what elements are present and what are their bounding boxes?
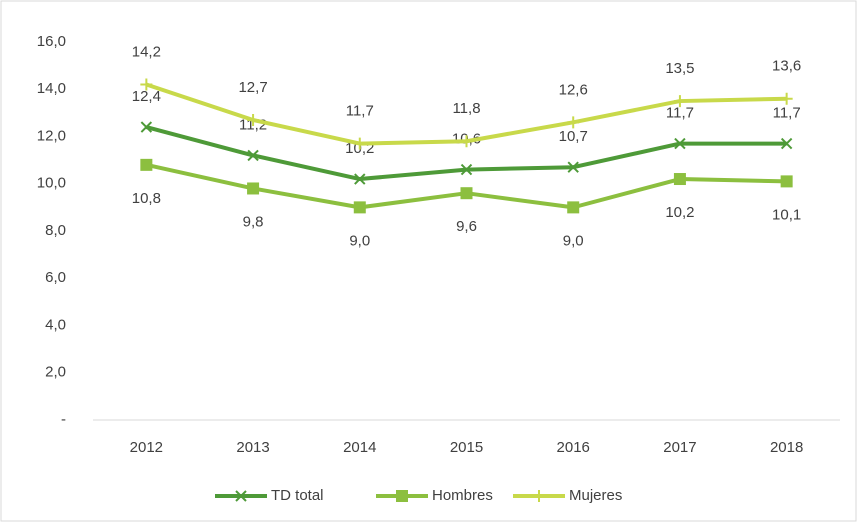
data-label: 11,8 [452, 100, 480, 117]
data-label: 13,6 [772, 58, 801, 75]
marker [567, 161, 579, 173]
marker [140, 121, 153, 133]
marker [567, 201, 580, 214]
x-tick-label: 2012 [130, 439, 163, 456]
x-tick-label: 2017 [663, 439, 696, 456]
x-tick-label: 2018 [770, 439, 803, 456]
legend-label: Hombres [432, 487, 493, 504]
x-tick-label: 2015 [450, 439, 483, 456]
data-label: 13,5 [665, 60, 694, 77]
y-tick-label: 16,0 [37, 33, 66, 50]
data-label: 10,8 [132, 190, 161, 207]
y-tick-label: 14,0 [37, 80, 66, 97]
data-label: 11,7 [666, 105, 694, 122]
data-label: 9,8 [243, 213, 264, 230]
data-label: 11,7 [773, 105, 801, 122]
marker [780, 137, 793, 150]
marker [533, 490, 545, 502]
data-label: 14,2 [132, 43, 161, 60]
marker [460, 187, 473, 200]
marker [567, 116, 580, 129]
marker [353, 137, 366, 150]
marker [780, 175, 793, 188]
data-label: 10,7 [559, 128, 588, 145]
data-label: 11,7 [346, 103, 374, 120]
marker [353, 201, 366, 214]
data-label: 10,2 [665, 204, 694, 221]
y-tick-label: - [61, 411, 66, 428]
x-tick-label: 2016 [557, 439, 590, 456]
marker [247, 182, 260, 195]
marker [674, 137, 686, 150]
data-label: 9,0 [349, 232, 370, 249]
marker [235, 490, 247, 502]
data-label: 10,1 [772, 206, 801, 223]
marker [140, 78, 153, 91]
marker [460, 135, 473, 148]
y-tick-label: 6,0 [45, 269, 66, 286]
y-tick-label: 2,0 [45, 364, 66, 381]
x-tick-label: 2014 [343, 439, 376, 456]
y-tick-label: 4,0 [45, 316, 66, 333]
y-tick-label: 8,0 [45, 222, 66, 239]
y-tick-label: 10,0 [37, 175, 66, 192]
data-label: 12,6 [559, 81, 588, 98]
y-tick-label: 12,0 [37, 127, 66, 144]
legend-label: TD total [271, 487, 324, 504]
data-label: 12,7 [238, 79, 267, 96]
marker [354, 173, 366, 185]
data-label: 9,6 [456, 218, 477, 235]
marker [460, 163, 473, 176]
marker [140, 158, 153, 171]
marker [673, 95, 686, 108]
data-label: 9,0 [563, 232, 584, 249]
marker [247, 149, 259, 162]
marker [247, 113, 260, 126]
data-label: 12,4 [132, 88, 161, 105]
x-tick-label: 2013 [236, 439, 269, 456]
marker [673, 173, 686, 186]
legend-label: Mujeres [569, 487, 622, 504]
marker [780, 92, 793, 105]
marker [396, 490, 408, 502]
